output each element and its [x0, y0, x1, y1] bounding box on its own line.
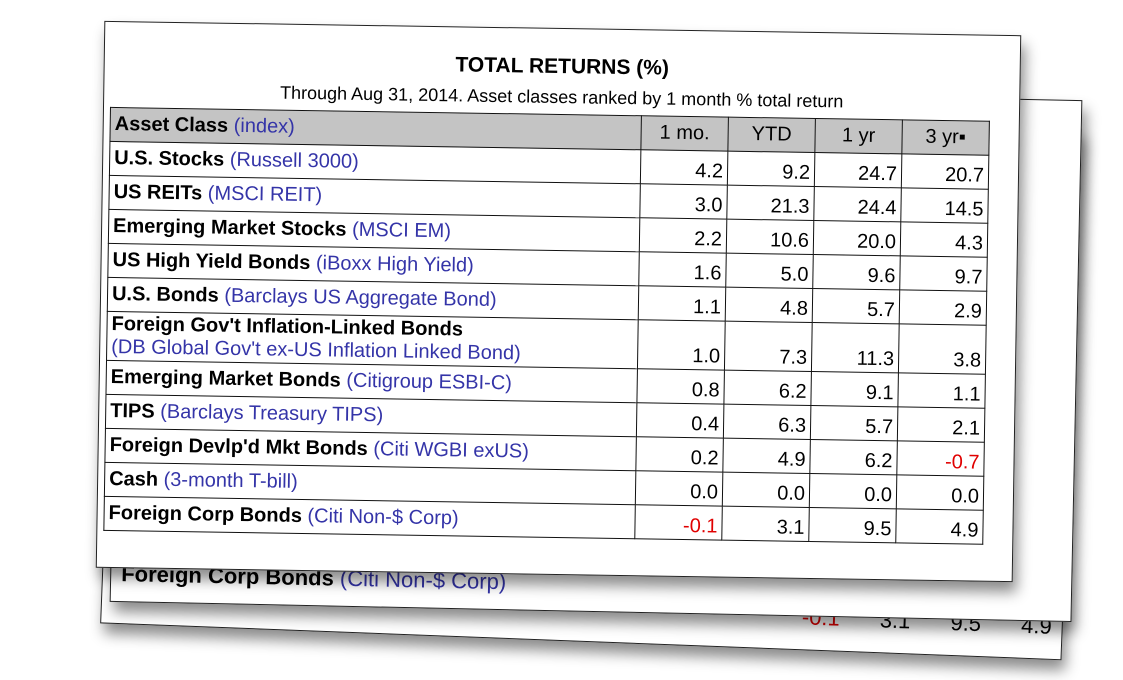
- asset-name: Emerging Market Bonds: [110, 365, 341, 392]
- value-cell: 24.7: [814, 152, 902, 188]
- value-cell: 4.2: [640, 149, 728, 186]
- value-cell: 1.0: [637, 319, 726, 371]
- value-cell: 9.6: [812, 254, 901, 290]
- title: TOTAL RETURNS (%): [455, 53, 670, 80]
- value-cell: 2.1: [897, 406, 985, 443]
- asset-index: (Citigroup ESBI-C): [346, 369, 513, 395]
- returns-table: Asset Class (index) 1 mo. YTD 1 yr 3 yr▪…: [103, 107, 990, 545]
- value-cell: 0.4: [636, 402, 724, 439]
- asset-index: (MSCI REIT): [207, 182, 323, 207]
- value-cell: 0.0: [896, 474, 984, 511]
- value-cell: 10.6: [726, 219, 814, 255]
- asset-name: Emerging Market Stocks: [112, 214, 347, 241]
- value-cell: 6.2: [723, 370, 812, 406]
- asset-index: (3-month T-bill): [163, 468, 298, 493]
- value-cell: 3.8: [898, 323, 987, 375]
- value-cell: 6.2: [809, 439, 898, 475]
- value-cell: 9.5: [808, 507, 897, 543]
- value-cell: 3.0: [639, 183, 728, 220]
- asset-cell: Foreign Gov't Inflation-Linked Bonds (DB …: [106, 311, 639, 369]
- value-cell: 5.7: [812, 288, 900, 324]
- value-cell: 4.9: [895, 508, 984, 545]
- value-cell: 1.6: [638, 251, 727, 288]
- asset-index: (Barclays US Aggregate Bond): [224, 284, 497, 312]
- header-cell: 1 yr: [814, 118, 903, 154]
- value-cell: -0.1: [634, 504, 723, 541]
- value-cell: -0.7: [896, 440, 985, 477]
- value-cell: 20.7: [901, 153, 989, 190]
- asset-index: (iBoxx High Yield): [315, 252, 474, 277]
- asset-name: US REITs: [113, 181, 203, 205]
- value-cell: 9.7: [899, 255, 988, 292]
- header-text: Asset Class: [114, 113, 229, 137]
- asset-index: (Barclays Treasury TIPS): [160, 400, 384, 427]
- value-cell: 0.0: [722, 472, 810, 508]
- value-cell: 5.7: [810, 405, 898, 441]
- value-cell: 9.2: [727, 151, 815, 187]
- value-cell: 4.8: [725, 287, 813, 323]
- asset-index: (Citi Non-$ Corp): [307, 505, 459, 530]
- value-cell: 0.0: [809, 473, 897, 509]
- front-page: TOTAL RETURNS (%) Through Aug 31, 2014. …: [95, 20, 1022, 583]
- value-cell: 3.1: [721, 506, 810, 542]
- value-cell: 1.1: [638, 285, 726, 322]
- asset-name: U.S. Bonds: [111, 282, 219, 307]
- asset-index: (Russell 3000): [229, 148, 359, 173]
- header-cell: 1 mo.: [640, 115, 729, 152]
- asset-name: US High Yield Bonds: [112, 248, 311, 275]
- value-cell: 7.3: [724, 321, 813, 372]
- value-cell: 14.5: [900, 187, 989, 224]
- value-cell: 24.4: [813, 186, 902, 222]
- value-cell: 0.0: [635, 470, 723, 507]
- value-cell: 4.3: [900, 221, 988, 258]
- asset-cell: Foreign Corp Bonds (Citi Non-$ Corp): [103, 496, 636, 539]
- asset-name: U.S. Stocks: [114, 147, 225, 171]
- value-cell: 5.0: [725, 253, 814, 289]
- header-text: (index): [233, 114, 295, 138]
- header-cell: 3 yr▪: [901, 119, 990, 156]
- asset-index: (Citi WGBI exUS): [373, 438, 530, 463]
- value-cell: 0.2: [635, 436, 724, 473]
- asset-index: (MSCI EM): [351, 218, 452, 243]
- value-cell: 21.3: [726, 185, 815, 221]
- value-cell: 0.8: [636, 368, 725, 405]
- value-cell: 20.0: [813, 220, 901, 256]
- value-cell: 9.1: [810, 371, 899, 407]
- value-cell: 11.3: [811, 322, 900, 373]
- header-cell: YTD: [727, 117, 816, 153]
- asset-name: Foreign Devlp'd Mkt Bonds: [109, 433, 368, 461]
- value-cell: 1.1: [897, 372, 986, 409]
- value-cell: 4.9: [722, 438, 811, 474]
- value-cell: 6.3: [723, 404, 811, 440]
- value-cell: 2.9: [899, 289, 987, 326]
- asset-name: TIPS: [110, 399, 155, 423]
- value-cell: 2.2: [639, 217, 727, 254]
- asset-name: Foreign Corp Bonds: [108, 501, 303, 527]
- asset-name: Cash: [108, 467, 159, 491]
